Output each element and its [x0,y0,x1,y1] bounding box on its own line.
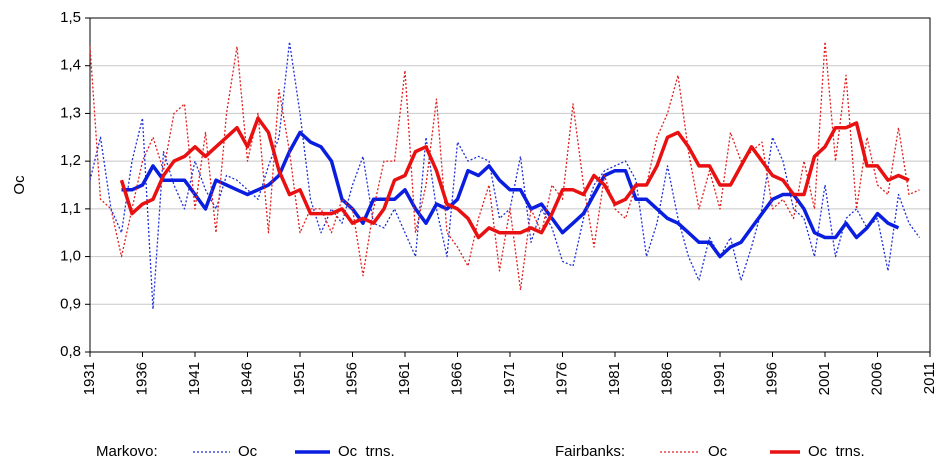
x-tick-label: 1981 [606,362,623,395]
x-tick-label: 1996 [763,362,780,395]
x-tick-label: 1971 [501,362,518,395]
x-tick-label: 2001 [816,362,833,395]
y-axis-label: Oc [11,175,28,195]
legend-label: Oc trns. [338,443,395,460]
plot-frame [89,17,931,353]
x-tick-label: 1936 [133,362,150,395]
legend-label: Oc [238,443,258,460]
x-tick-label: 1991 [711,362,728,395]
x-tick-label: 2006 [868,362,885,395]
x-tick-label: 1941 [186,362,203,395]
legend-label: Oc trns. [808,443,865,460]
x-tick-label: 1961 [396,362,413,395]
y-tick-label: 1,1 [60,200,81,217]
x-tick-label: 2011 [921,362,938,394]
x-tick-label: 1986 [658,362,675,395]
x-tick-label: 1956 [343,362,360,395]
x-tick-label: 1976 [553,362,570,395]
dotted-line [89,41,921,310]
y-tick-label: 0,8 [60,343,81,360]
trend-line [119,116,910,240]
trend-line [121,130,900,259]
x-tick-label: 1951 [291,362,308,395]
x-tick-label: 1946 [238,362,255,395]
y-tick-label: 1,2 [60,152,81,169]
y-tick-label: 1,0 [60,248,81,265]
x-tick-label: 1966 [448,362,465,395]
legend-label: Oc [708,443,728,460]
y-tick-label: 1,5 [60,9,81,26]
y-tick-label: 1,4 [60,57,81,74]
dotted-line [89,41,920,291]
legend-group-label: Markovo: [96,443,158,460]
legend-group-label: Fairbanks: [555,443,625,460]
y-tick-label: 1,3 [60,104,81,121]
x-tick-label: 1931 [81,362,98,395]
y-tick-label: 0,9 [60,295,81,312]
